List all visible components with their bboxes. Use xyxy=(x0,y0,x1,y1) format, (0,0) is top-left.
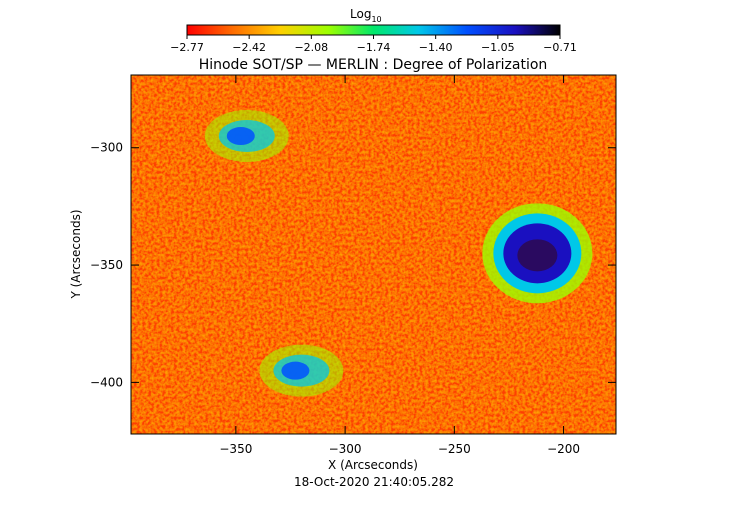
polarization-map xyxy=(131,75,616,434)
plot-frame xyxy=(130,74,617,435)
plage-peak xyxy=(226,127,255,146)
y-tick-label: −400 xyxy=(90,375,123,389)
colorbar-tick-label: −0.71 xyxy=(543,41,577,54)
x-tick-label: −200 xyxy=(547,442,580,456)
sunspot-umbra xyxy=(517,239,558,272)
colorbar-tick-label: −2.77 xyxy=(170,41,204,54)
colorbar xyxy=(186,24,561,36)
y-tick-label: −350 xyxy=(90,258,123,272)
chart-title: Hinode SOT/SP — MERLIN : Degree of Polar… xyxy=(199,57,548,73)
colorbar-tick-label: −1.40 xyxy=(419,41,453,54)
colorbar-tick-label: −1.05 xyxy=(481,41,515,54)
x-tick-label: −350 xyxy=(219,442,252,456)
colorbar-label-subscript: 10 xyxy=(371,15,381,24)
colorbar-tick-label: −1.74 xyxy=(357,41,391,54)
plage-peak xyxy=(281,361,310,380)
x-tick-label: −300 xyxy=(329,442,362,456)
colorbar-tick-label: −2.08 xyxy=(294,41,328,54)
x-axis-ticks: −350 −300 −250 −200 xyxy=(219,75,580,456)
colorbar-ticks: −2.77 −2.42 −2.08 −1.74 −1.40 −1.05 −0.71 xyxy=(170,35,577,54)
colorbar-tick-label: −2.42 xyxy=(232,41,266,54)
timestamp: 18-Oct-2020 21:40:05.282 xyxy=(294,475,454,489)
y-axis-ticks: −300 −350 −400 xyxy=(90,141,616,389)
x-axis-label: X (Arcseconds) xyxy=(328,458,418,472)
y-axis-label: Y (Arcseconds) xyxy=(69,209,83,299)
y-tick-label: −300 xyxy=(90,141,123,155)
colorbar-label: Log10 xyxy=(350,7,382,24)
x-tick-label: −250 xyxy=(438,442,471,456)
